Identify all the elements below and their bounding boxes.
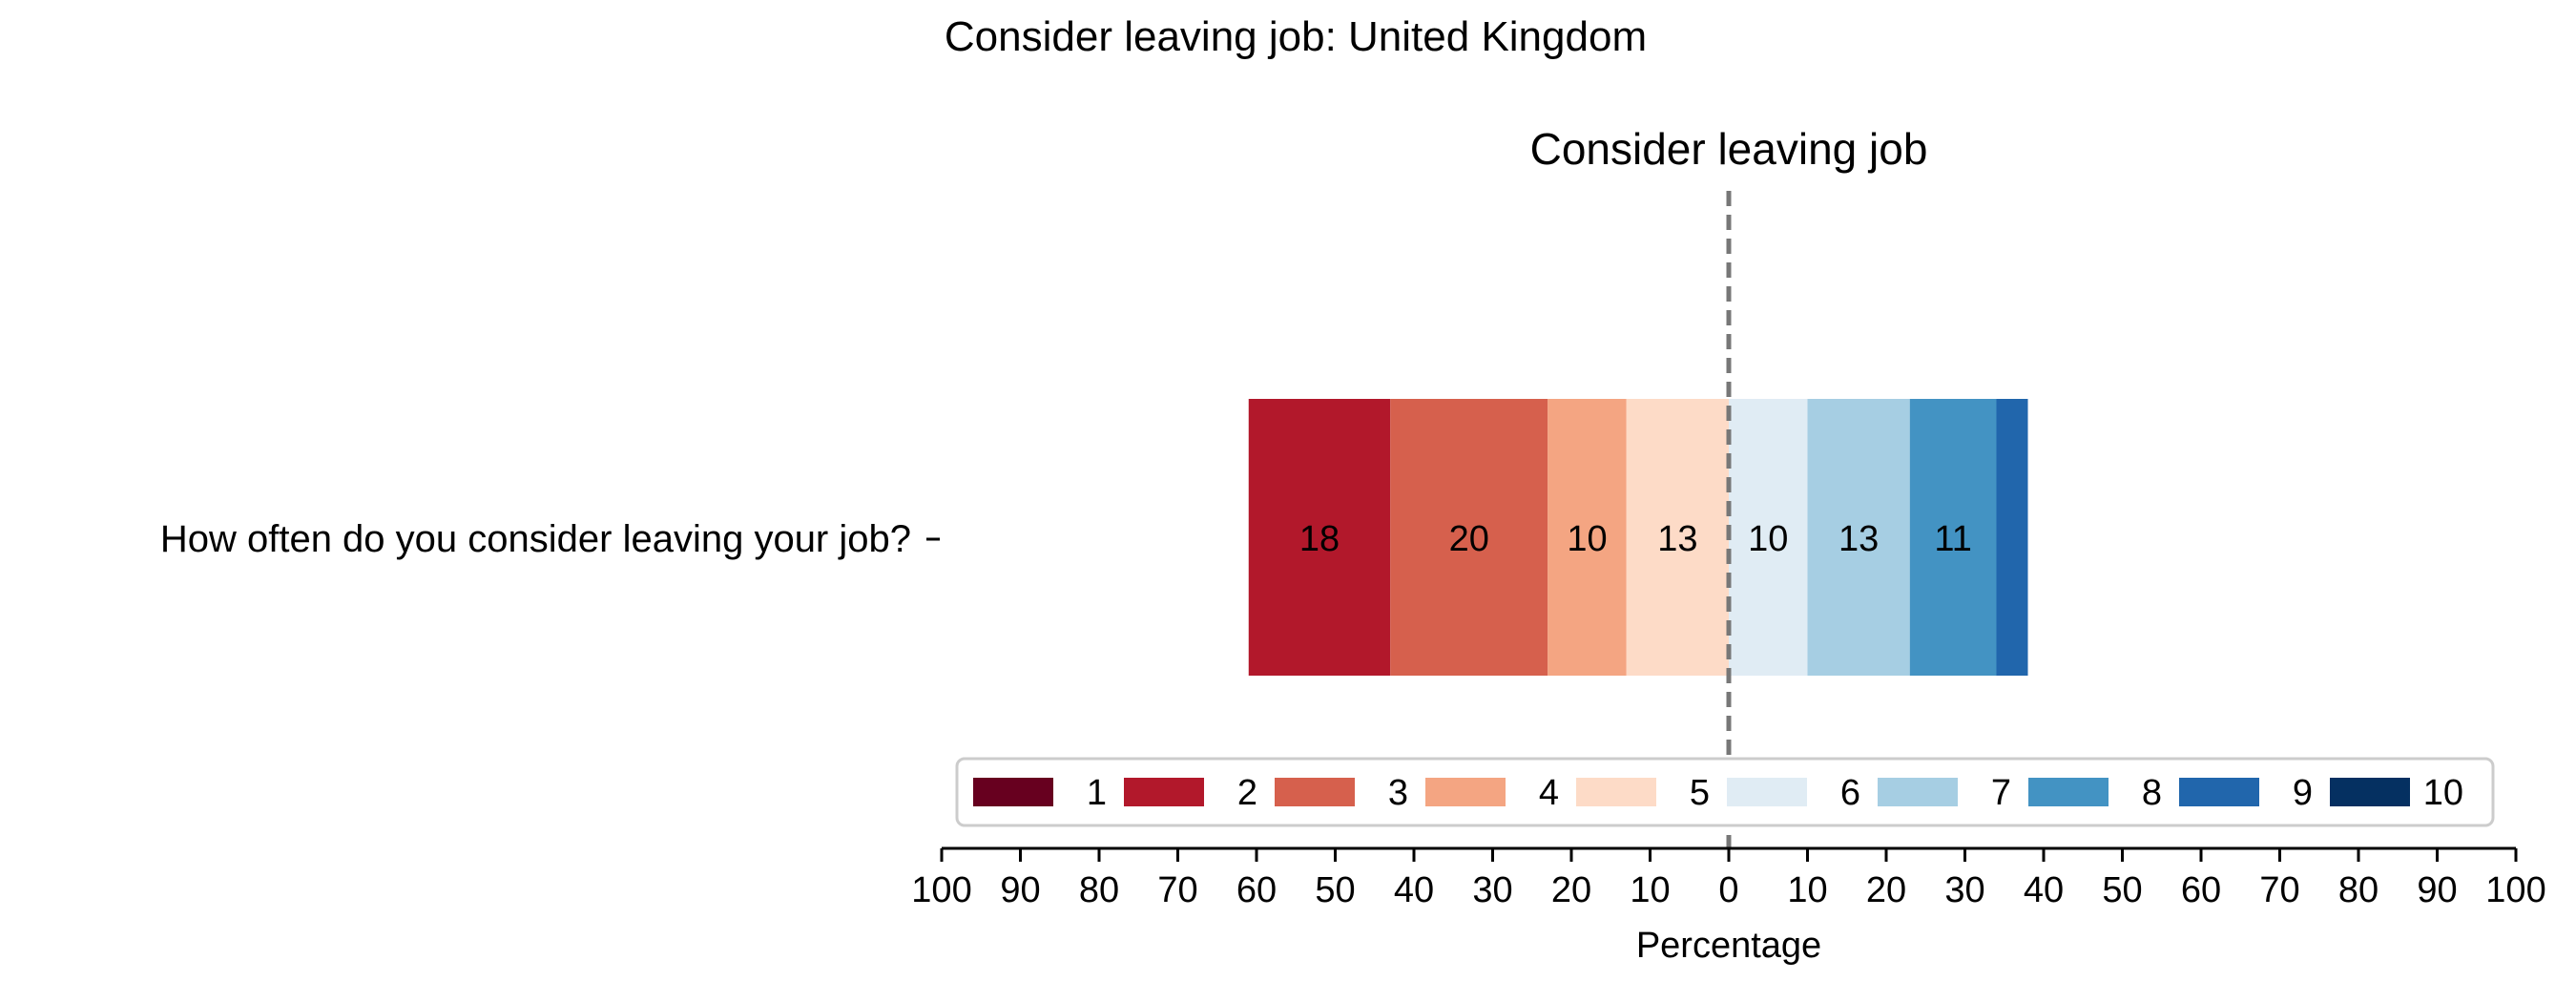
chart-title: Consider leaving job: United Kingdom bbox=[945, 13, 1647, 60]
x-axis: 100 90 80 70 60 50 40 30 20 10 0 10 20 30 40 50 60 70 80 90… bbox=[911, 846, 2546, 910]
legend-swatch-2 bbox=[1124, 778, 1204, 806]
bar-segment-9 bbox=[1996, 399, 2028, 676]
legend-swatch-6 bbox=[1727, 778, 1807, 806]
bar-segment-2 bbox=[1248, 399, 1391, 676]
category-label: How often do you consider leaving your j… bbox=[160, 518, 911, 560]
x-tick-label: 40 bbox=[1394, 870, 1434, 910]
x-tick-label: 10 bbox=[1787, 870, 1827, 910]
x-tick-label: 20 bbox=[1551, 870, 1591, 910]
x-tick-label: 20 bbox=[1866, 870, 1906, 910]
legend-swatch-4 bbox=[1425, 778, 1506, 806]
legend-label-2: 2 bbox=[1237, 773, 1257, 813]
legend-swatch-8 bbox=[2028, 778, 2109, 806]
legend-label-8: 8 bbox=[2142, 773, 2162, 813]
bar-segment-6 bbox=[1729, 399, 1808, 676]
x-tick-label: 90 bbox=[1000, 870, 1040, 910]
legend-swatch-9 bbox=[2179, 778, 2259, 806]
x-tick-label: 10 bbox=[1630, 870, 1670, 910]
x-tick-label: 0 bbox=[1718, 870, 1738, 910]
x-tick-label: 70 bbox=[1157, 870, 1197, 910]
legend-label-10: 10 bbox=[2423, 773, 2463, 813]
x-tick-label: 100 bbox=[911, 870, 971, 910]
legend-label-4: 4 bbox=[1539, 773, 1559, 813]
legend-swatch-7 bbox=[1878, 778, 1958, 806]
legend-label-7: 7 bbox=[1991, 773, 2011, 813]
x-tick-label: 30 bbox=[1472, 870, 1512, 910]
bar-data-label-4: 10 bbox=[1567, 519, 1607, 559]
x-tick-label: 40 bbox=[2024, 870, 2064, 910]
legend-swatch-10 bbox=[2330, 778, 2410, 806]
bar-data-label-5: 13 bbox=[1657, 519, 1697, 559]
x-tick-label: 100 bbox=[2485, 870, 2545, 910]
x-axis-label: Percentage bbox=[1636, 926, 1821, 966]
x-tick-label: 80 bbox=[2338, 870, 2379, 910]
x-tick-label: 80 bbox=[1079, 870, 1119, 910]
legend-swatch-5 bbox=[1576, 778, 1656, 806]
bar-data-label-6: 10 bbox=[1748, 519, 1788, 559]
bar-segment-4 bbox=[1548, 399, 1627, 676]
x-tick-label: 70 bbox=[2259, 870, 2299, 910]
bars-group: 18 20 10 13 10 13 11 bbox=[1248, 399, 2028, 676]
legend-label-6: 6 bbox=[1840, 773, 1860, 813]
legend-label-1: 1 bbox=[1087, 773, 1107, 813]
legend-swatch-1 bbox=[973, 778, 1053, 806]
x-tick-label: 50 bbox=[1315, 870, 1355, 910]
x-tick-label: 50 bbox=[2102, 870, 2142, 910]
legend-frame bbox=[955, 757, 2495, 827]
x-tick-label: 60 bbox=[2181, 870, 2221, 910]
bar-segment-3 bbox=[1390, 399, 1548, 676]
legend-label-5: 5 bbox=[1690, 773, 1710, 813]
legend-label-3: 3 bbox=[1388, 773, 1408, 813]
bar-data-label-7: 13 bbox=[1839, 519, 1879, 559]
x-tick-label: 90 bbox=[2417, 870, 2457, 910]
legend: 1 2 3 4 5 6 7 8 9 10 bbox=[955, 757, 2495, 827]
chart-subtitle: Consider leaving job bbox=[1530, 124, 1928, 174]
bar-segment-8 bbox=[1909, 399, 1997, 676]
legend-swatch-3 bbox=[1275, 778, 1355, 806]
x-tick-label: 60 bbox=[1236, 870, 1277, 910]
bar-data-label-2: 18 bbox=[1299, 519, 1340, 559]
bar-segment-5 bbox=[1626, 399, 1729, 676]
legend-label-9: 9 bbox=[2293, 773, 2313, 813]
bar-segment-7 bbox=[1807, 399, 1910, 676]
bar-data-label-8: 11 bbox=[1934, 519, 1971, 559]
x-tick-label: 30 bbox=[1944, 870, 1984, 910]
bar-data-label-3: 20 bbox=[1449, 519, 1489, 559]
